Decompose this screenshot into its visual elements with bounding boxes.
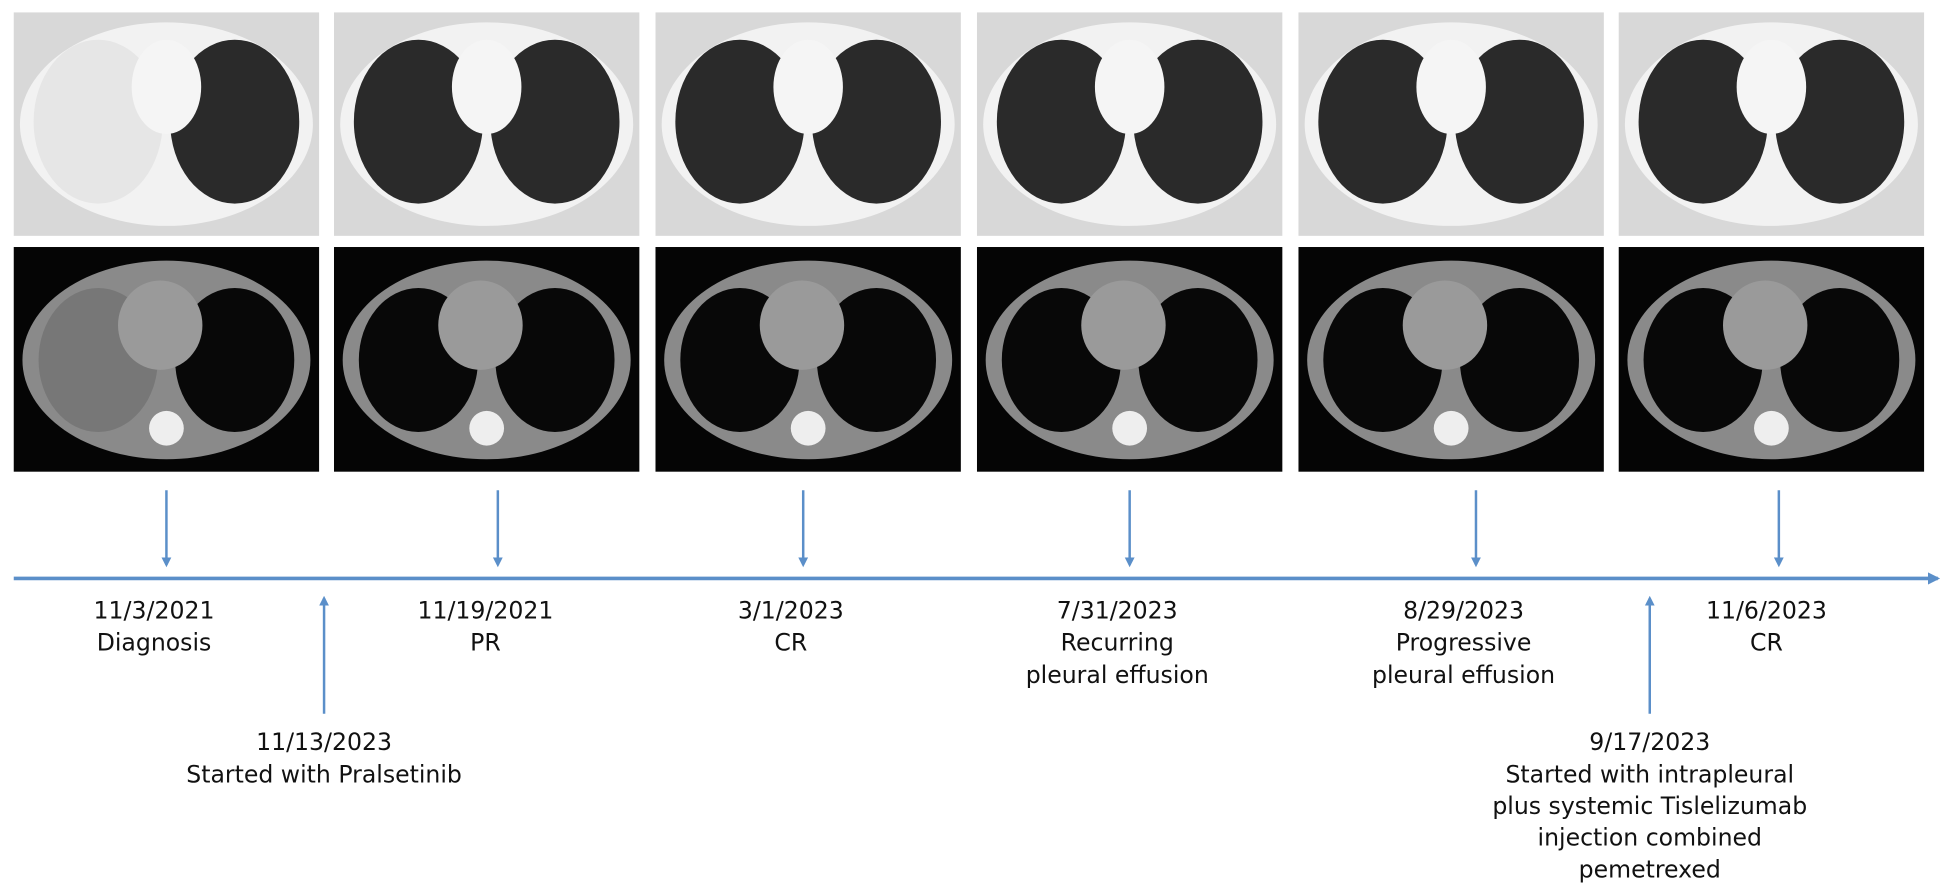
ct-spine bbox=[149, 410, 184, 446]
event-label: pleural effusion bbox=[1026, 661, 1209, 689]
ct-lung bbox=[175, 287, 295, 432]
event-label: pleural effusion bbox=[1372, 661, 1555, 689]
ct-lung bbox=[33, 39, 163, 204]
treatment-label: Started with intrapleural bbox=[1505, 760, 1794, 788]
ct-heart bbox=[759, 280, 845, 370]
event-label: CR bbox=[1750, 629, 1783, 657]
event-date: 8/29/2023 bbox=[1403, 596, 1524, 624]
ct-heart bbox=[1722, 280, 1808, 370]
treatment-date: 11/13/2023 bbox=[256, 728, 392, 756]
ct-mediastinum bbox=[131, 39, 202, 135]
ct-mediastinum bbox=[1094, 39, 1165, 135]
event-label: Progressive bbox=[1396, 629, 1532, 657]
ct-lung bbox=[1459, 287, 1580, 432]
treatment-label: Started with Pralsetinib bbox=[186, 760, 462, 788]
event-date: 3/1/2023 bbox=[738, 596, 844, 624]
ct-mediastinum bbox=[1736, 39, 1807, 135]
event-label: Recurring bbox=[1061, 629, 1174, 657]
ct-lung bbox=[170, 39, 300, 204]
ct-spine bbox=[1754, 410, 1789, 446]
event-date: 11/6/2023 bbox=[1706, 596, 1827, 624]
ct-lung bbox=[495, 287, 615, 432]
treatment-label: pemetrexed bbox=[1579, 855, 1721, 883]
ct-lung bbox=[1775, 39, 1905, 204]
ct-mediastinum bbox=[451, 39, 522, 135]
ct-heart bbox=[438, 280, 523, 370]
ct-spine bbox=[790, 410, 826, 446]
ct-lung bbox=[1318, 39, 1448, 204]
ct-lung bbox=[1454, 39, 1584, 204]
ct-lung bbox=[811, 39, 941, 204]
event-date: 11/19/2021 bbox=[417, 596, 553, 624]
ct-spine bbox=[1112, 410, 1148, 446]
ct-lung bbox=[1780, 287, 1900, 432]
event-label: Diagnosis bbox=[97, 629, 212, 657]
ct-lung bbox=[816, 287, 937, 432]
ct-lung bbox=[1133, 39, 1263, 204]
ct-lung bbox=[490, 39, 620, 204]
ct-lung bbox=[996, 39, 1126, 204]
treatment-label: plus systemic Tislelizumab bbox=[1492, 792, 1807, 820]
ct-spine bbox=[1433, 410, 1469, 446]
ct-mediastinum bbox=[773, 39, 843, 135]
ct-spine bbox=[469, 410, 505, 446]
event-date: 11/3/2021 bbox=[94, 596, 215, 624]
ct-lung bbox=[1138, 287, 1258, 432]
ct-lung bbox=[675, 39, 805, 204]
ct-lung bbox=[353, 39, 483, 204]
treatment-date: 9/17/2023 bbox=[1589, 728, 1710, 756]
event-label: PR bbox=[470, 629, 501, 657]
ct-mediastinum bbox=[1416, 39, 1486, 135]
event-label: CR bbox=[774, 629, 807, 657]
ct-lung bbox=[1638, 39, 1768, 204]
treatment-label: injection combined bbox=[1538, 824, 1762, 852]
ct-heart bbox=[1081, 280, 1166, 370]
ct-heart bbox=[118, 280, 203, 370]
event-date: 7/31/2023 bbox=[1057, 596, 1178, 624]
ct-heart bbox=[1402, 280, 1488, 370]
